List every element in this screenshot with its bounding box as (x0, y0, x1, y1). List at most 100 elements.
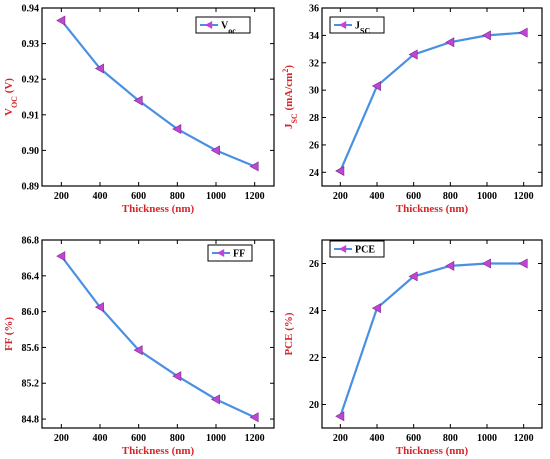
data-point-marker (249, 161, 259, 172)
y-axis-title: PCE (%) (283, 312, 295, 355)
data-point-marker (371, 81, 381, 92)
chart-panel-4: 200 400 600 800 1000 1200 20 22 24 26 Thickness (n… (283, 239, 543, 457)
x-tick-label: 1000 (206, 191, 226, 202)
data-point-marker (408, 49, 418, 60)
y-axis-title-end: ) (283, 65, 295, 69)
data-point-marker (172, 124, 182, 135)
data-point-marker (210, 145, 220, 156)
y-tick-label: 0.91 (22, 110, 40, 121)
x-tick-label: 1200 (245, 191, 265, 202)
data-point-marker (249, 412, 259, 423)
legend-label-main: FF (233, 249, 245, 260)
data-point-marker (371, 303, 381, 314)
legend-label: JSC (355, 21, 370, 36)
y-tick-label: 36 (309, 4, 319, 15)
x-tick-label: 800 (443, 433, 458, 444)
x-tick-label: 800 (443, 191, 458, 202)
y-tick-label: 34 (309, 31, 319, 42)
y-tick-label: 0.94 (22, 4, 40, 15)
legend-label-main: V (221, 21, 229, 32)
y-tick-label: 0.89 (22, 182, 40, 193)
y-axis-title-main: PCE (%) (283, 312, 295, 355)
y-axis-title-rest: (mA/cm (283, 73, 295, 114)
data-point-marker (94, 63, 104, 74)
legend-label-sub: oc (228, 26, 236, 35)
x-tick-label: 1000 (206, 433, 226, 444)
x-axis-title: Thickness (nm) (396, 445, 469, 457)
data-point-marker (56, 251, 66, 262)
data-point-marker (210, 394, 220, 405)
x-tick-label: 400 (370, 433, 385, 444)
y-tick-label: 26 (309, 259, 319, 270)
x-tick-label: 800 (170, 191, 185, 202)
series-line (60, 19, 256, 168)
legend-box (329, 240, 385, 258)
y-axis-title-main: FF (%) (3, 317, 15, 351)
data-point-marker (133, 95, 143, 106)
legend-marker-sample (217, 249, 225, 257)
y-tick-label: 85.2 (22, 379, 40, 390)
y-tick-label: 20 (309, 400, 319, 411)
x-axis-title: Thickness (nm) (122, 203, 195, 215)
y-tick-label: 86.4 (22, 271, 40, 282)
x-tick-label: 200 (333, 191, 348, 202)
x-tick-label: 200 (54, 433, 69, 444)
x-axis-title: Thickness (nm) (122, 445, 195, 457)
y-axis-title: FF (%) (3, 317, 15, 351)
x-tick-label: 1000 (477, 191, 497, 202)
data-point-marker (445, 37, 455, 48)
x-tick-label: 600 (406, 191, 421, 202)
data-point-marker (481, 30, 491, 41)
data-point-marker (408, 271, 418, 282)
x-tick-label: 400 (93, 433, 108, 444)
x-tick-label: 600 (131, 191, 146, 202)
y-tick-label: 24 (309, 168, 319, 179)
data-point-marker (445, 260, 455, 271)
y-axis-title-main: V (3, 108, 15, 116)
x-tick-label: 200 (54, 191, 69, 202)
legend-label: PCE (355, 245, 375, 256)
y-tick-label: 30 (309, 86, 319, 97)
y-axis-title-main: J (283, 123, 295, 129)
y-tick-label: 26 (309, 140, 319, 151)
legend-label: Voc (221, 21, 236, 36)
data-point-marker (56, 15, 66, 26)
plot-frame (41, 7, 275, 187)
y-tick-label: 84.8 (22, 415, 40, 426)
y-tick-label: 0.90 (22, 146, 40, 157)
series-line (339, 262, 524, 417)
y-axis-title: VOC (V) (3, 78, 19, 116)
legend: Voc (195, 16, 251, 36)
data-point-marker (335, 411, 345, 422)
y-tick-label: 22 (309, 353, 319, 364)
data-point-marker (133, 345, 143, 356)
y-tick-label: 0.93 (22, 39, 40, 50)
legend-label-main: PCE (355, 245, 375, 256)
y-axis-title: JSC (mA/cm2) (281, 65, 299, 129)
series-line (60, 255, 256, 419)
y-tick-label: 24 (309, 306, 319, 317)
y-axis-title-sub: OC (10, 96, 19, 108)
x-tick-label: 1200 (514, 433, 534, 444)
chart-panel-2: 200 400 600 800 1000 1200 24 26 28 30 32 34 36 Thickn… (281, 4, 543, 215)
plot-frame (41, 239, 275, 429)
legend-marker-sample (339, 21, 347, 29)
data-point-marker (481, 258, 491, 269)
x-tick-label: 400 (370, 191, 385, 202)
y-tick-label: 32 (309, 58, 319, 69)
y-tick-label: 28 (309, 113, 319, 124)
x-tick-label: 600 (131, 433, 146, 444)
plot-frame (321, 239, 543, 429)
x-tick-label: 1200 (245, 433, 265, 444)
chart-panel-3: 200 400 600 800 1000 1200 84.8 85.2 85.6 86.0 86.4… (3, 236, 275, 457)
legend: FF (207, 244, 253, 262)
x-tick-label: 800 (170, 433, 185, 444)
legend-label-main: J (355, 21, 360, 32)
legend-label: FF (233, 249, 245, 260)
legend-box (195, 16, 251, 34)
x-tick-label: 200 (333, 433, 348, 444)
x-axis-title: Thickness (nm) (396, 203, 469, 215)
legend-label-sub: SC (360, 26, 370, 35)
y-tick-label: 86.8 (22, 236, 40, 247)
